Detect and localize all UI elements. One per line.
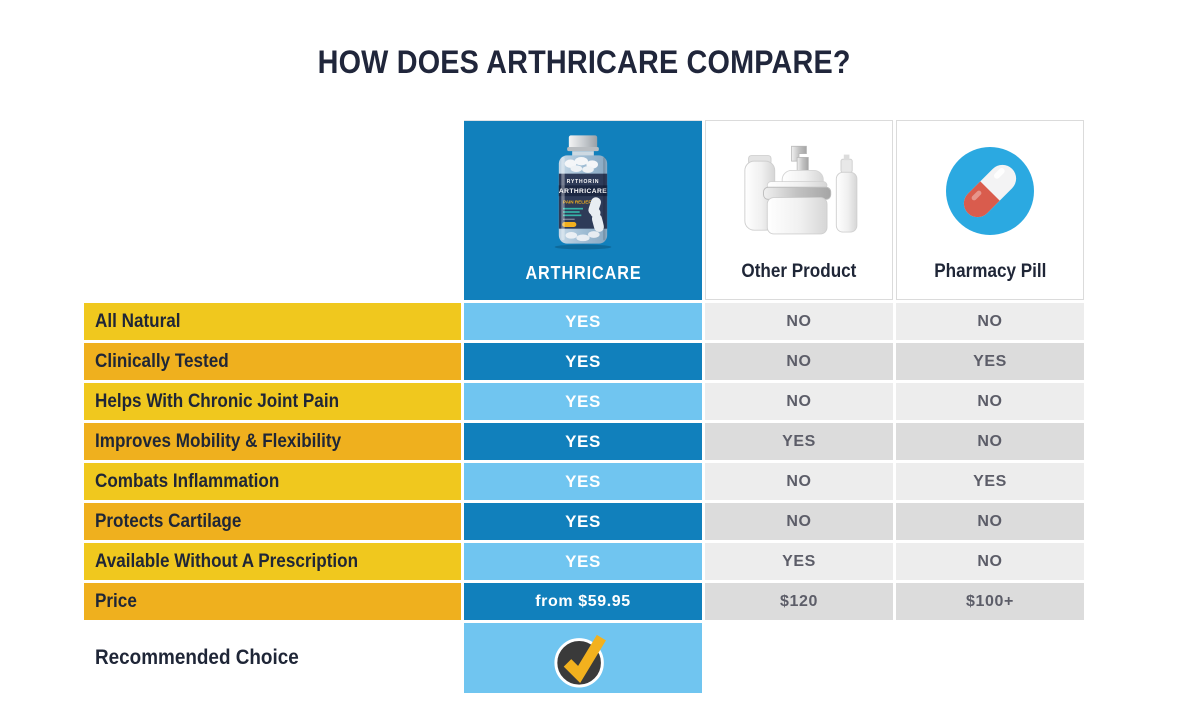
bottle-brand-text: RYTHORIN bbox=[567, 179, 600, 185]
pharmacy-pill-cell: YES bbox=[896, 343, 1084, 380]
arthricare-cell: YES bbox=[464, 463, 702, 500]
pharmacy-pill-cell: NO bbox=[896, 423, 1084, 460]
arthricare-price-cell: from $59.95 bbox=[464, 583, 702, 620]
pharmacy-pill-column-label: Pharmacy Pill bbox=[933, 261, 1047, 282]
other-product-column-label: Other Product bbox=[741, 261, 857, 282]
pharmacy-pill-cell: YES bbox=[896, 463, 1084, 500]
pharmacy-pill-price-cell: $100+ bbox=[896, 583, 1084, 620]
pharmacy-pill-cell: NO bbox=[896, 503, 1084, 540]
other-product-cell: NO bbox=[705, 383, 893, 420]
feature-label: Improves Mobility & Flexibility bbox=[84, 423, 461, 460]
other-product-cell: YES bbox=[705, 543, 893, 580]
arthricare-cell: YES bbox=[464, 383, 702, 420]
feature-label: Helps With Chronic Joint Pain bbox=[84, 383, 461, 420]
recommended-choice-label: Recommended Choice bbox=[84, 623, 461, 693]
other-product-cell: NO bbox=[705, 303, 893, 340]
pharmacy-pill-image bbox=[897, 121, 1083, 261]
bottle-tagline-text: PAIN RELIEF bbox=[563, 200, 591, 205]
other-product-cell: NO bbox=[705, 503, 893, 540]
price-row-label: Price bbox=[84, 583, 461, 620]
other-product-cell: YES bbox=[705, 423, 893, 460]
supplement-bottle-icon: RYTHORIN ARTHRICARE PAIN RELIEF bbox=[554, 135, 612, 250]
cosmetic-containers-icon bbox=[744, 145, 858, 235]
pill-capsule-icon bbox=[946, 147, 1034, 235]
feature-label: Combats Inflammation bbox=[84, 463, 461, 500]
feature-label: All Natural bbox=[84, 303, 461, 340]
arthricare-cell: YES bbox=[464, 503, 702, 540]
column-header-arthricare: RYTHORIN ARTHRICARE PAIN RELIEF bbox=[464, 120, 702, 300]
check-badge-icon bbox=[554, 634, 606, 688]
other-product-cell: NO bbox=[705, 343, 893, 380]
comparison-table: RYTHORIN ARTHRICARE PAIN RELIEF bbox=[84, 120, 1084, 693]
arthricare-cell: YES bbox=[464, 543, 702, 580]
other-product-cell: NO bbox=[705, 463, 893, 500]
feature-label: Clinically Tested bbox=[84, 343, 461, 380]
recommended-empty-cell bbox=[705, 623, 893, 693]
column-header-pharmacy-pill: Pharmacy Pill bbox=[896, 120, 1084, 300]
pharmacy-pill-cell: NO bbox=[896, 303, 1084, 340]
other-product-image bbox=[706, 121, 892, 261]
other-product-price-cell: $120 bbox=[705, 583, 893, 620]
recommended-empty-cell bbox=[896, 623, 1084, 693]
pharmacy-pill-cell: NO bbox=[896, 383, 1084, 420]
arthricare-cell: YES bbox=[464, 303, 702, 340]
arthricare-column-label: ARTHRICARE bbox=[524, 263, 642, 283]
knee-joint-illustration bbox=[588, 197, 605, 232]
arthricare-cell: YES bbox=[464, 343, 702, 380]
pharmacy-pill-cell: NO bbox=[896, 543, 1084, 580]
arthricare-cell: YES bbox=[464, 423, 702, 460]
bottle-name-text: ARTHRICARE bbox=[559, 188, 607, 195]
page-title: HOW DOES ARTHRICARE COMPARE? bbox=[317, 44, 851, 80]
recommended-choice-cell bbox=[464, 623, 702, 693]
feature-label: Protects Cartilage bbox=[84, 503, 461, 540]
header-spacer bbox=[84, 120, 461, 300]
feature-label: Available Without A Prescription bbox=[84, 543, 461, 580]
arthricare-bottle-image: RYTHORIN ARTHRICARE PAIN RELIEF bbox=[464, 121, 702, 263]
column-header-other-product: Other Product bbox=[705, 120, 893, 300]
